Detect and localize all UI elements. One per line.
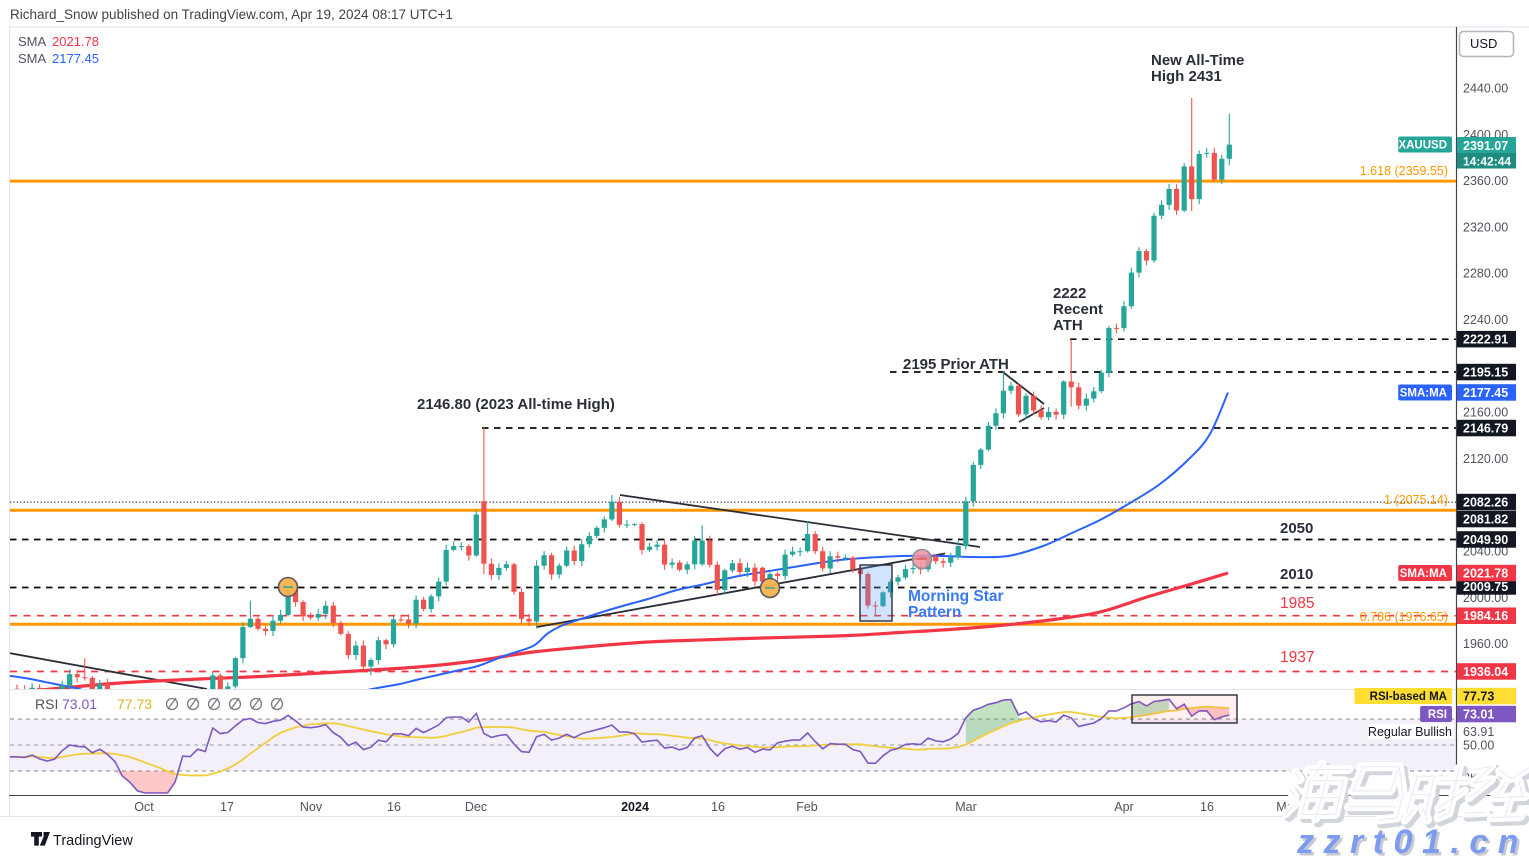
svg-text:16: 16 [711,800,725,814]
svg-text:16: 16 [1200,800,1214,814]
svg-text:Oct: Oct [134,800,154,814]
svg-text:2195 Prior ATH: 2195 Prior ATH [903,356,1009,373]
svg-text:2240.00: 2240.00 [1463,313,1508,327]
svg-text:Nov: Nov [300,800,323,814]
svg-text:2024: 2024 [621,800,649,814]
svg-text:2050: 2050 [1280,520,1313,537]
svg-text:ATH: ATH [1053,317,1083,334]
svg-text:SMA:MA: SMA:MA [1400,388,1447,400]
svg-text:2146.80 (2023 All-time High): 2146.80 (2023 All-time High) [417,396,615,413]
svg-text:2222.91: 2222.91 [1463,333,1508,347]
svg-text:77.73: 77.73 [1463,690,1494,704]
svg-text:USD: USD [1470,36,1497,51]
svg-text:2440.00: 2440.00 [1463,82,1508,96]
svg-text:zzrt01.cn: zzrt01.cn [1296,823,1528,857]
svg-text:2021.78: 2021.78 [1463,567,1508,581]
svg-text:Pattern: Pattern [908,604,961,621]
svg-text:New All-Time: New All-Time [1151,52,1244,69]
svg-text:Feb: Feb [796,800,818,814]
svg-text:Recent: Recent [1053,301,1103,318]
svg-text:RSI: RSI [35,696,58,712]
svg-text:1937: 1937 [1280,649,1314,666]
svg-text:TradingView: TradingView [53,833,133,849]
svg-text:XAUUSD: XAUUSD [1398,140,1447,152]
svg-text:1985: 1985 [1280,595,1314,612]
svg-text:0.786 (1976.65): 0.786 (1976.65) [1360,610,1448,624]
svg-text:2320.00: 2320.00 [1463,220,1508,234]
svg-text:2021.78: 2021.78 [52,34,99,49]
svg-text:2040.00: 2040.00 [1463,545,1508,559]
svg-text:1.618 (2359.55): 1.618 (2359.55) [1360,164,1448,178]
svg-text:2146.79: 2146.79 [1463,422,1508,436]
svg-text:2222: 2222 [1053,285,1086,302]
svg-text:2280.00: 2280.00 [1463,267,1508,281]
svg-text:SMA: SMA [18,34,47,49]
svg-text:73.01: 73.01 [62,696,97,712]
svg-text:2009.75: 2009.75 [1463,580,1508,594]
svg-text:1 (2075.14): 1 (2075.14) [1384,493,1448,507]
svg-text:1984.16: 1984.16 [1463,609,1508,623]
svg-text:16: 16 [387,800,401,814]
svg-text:2010: 2010 [1280,566,1313,583]
svg-text:50.00: 50.00 [1463,739,1494,753]
svg-text:2160.00: 2160.00 [1463,406,1508,420]
svg-text:zzrt01.cn: zzrt01.cn [1299,826,1529,857]
svg-text:14:42:44: 14:42:44 [1463,155,1511,169]
svg-text:Mar: Mar [955,800,977,814]
svg-text:RSI-based MA: RSI-based MA [1370,691,1447,703]
svg-text:2049.90: 2049.90 [1463,533,1508,547]
svg-text:2391.07: 2391.07 [1463,139,1508,153]
svg-text:Dec: Dec [465,800,487,814]
svg-text:2082.26: 2082.26 [1463,496,1508,510]
svg-text:2081.82: 2081.82 [1463,513,1508,527]
svg-text:SMA: SMA [18,51,47,66]
svg-text:SMA:MA: SMA:MA [1400,568,1447,580]
svg-text:Regular Bullish: Regular Bullish [1368,725,1452,739]
svg-text:High 2431: High 2431 [1151,68,1222,85]
svg-text:Apr: Apr [1114,800,1133,814]
svg-text:63.91: 63.91 [1463,725,1494,739]
svg-text:17: 17 [220,800,234,814]
svg-text:1936.04: 1936.04 [1463,665,1508,679]
svg-text:RSI: RSI [1428,709,1447,721]
svg-text:2120.00: 2120.00 [1463,452,1508,466]
svg-text:2195.15: 2195.15 [1463,366,1508,380]
svg-text:Morning Star: Morning Star [908,588,1004,605]
svg-text:2177.45: 2177.45 [52,51,99,66]
svg-text:1960.00: 1960.00 [1463,637,1508,651]
svg-text:77.73: 77.73 [117,696,152,712]
svg-text:2177.45: 2177.45 [1463,386,1508,400]
svg-text:73.01: 73.01 [1463,708,1494,722]
svg-text:2360.00: 2360.00 [1463,174,1508,188]
svg-text:Richard_Snow published on Trad: Richard_Snow published on TradingView.co… [10,7,453,22]
